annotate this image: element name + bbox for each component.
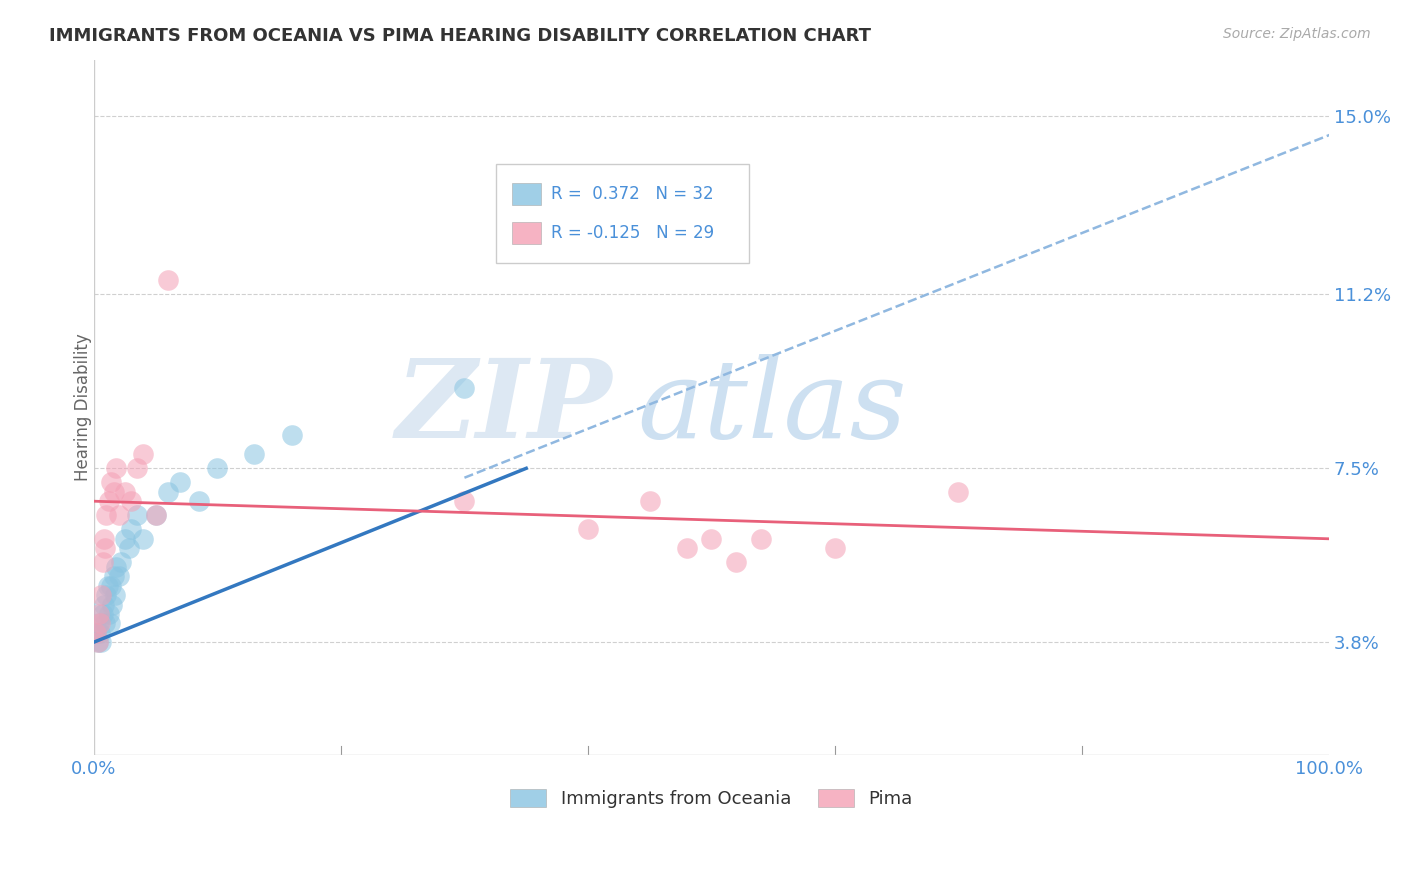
Text: IMMIGRANTS FROM OCEANIA VS PIMA HEARING DISABILITY CORRELATION CHART: IMMIGRANTS FROM OCEANIA VS PIMA HEARING …	[49, 27, 872, 45]
Legend: Immigrants from Oceania, Pima: Immigrants from Oceania, Pima	[503, 781, 920, 815]
Text: R =  0.372   N = 32: R = 0.372 N = 32	[551, 185, 713, 202]
Point	[86, 635, 108, 649]
Point	[117, 541, 139, 556]
Point	[86, 635, 108, 649]
Point	[105, 560, 128, 574]
Point	[89, 625, 111, 640]
Point	[91, 607, 114, 621]
Point	[90, 635, 112, 649]
Point	[94, 616, 117, 631]
Point	[91, 555, 114, 569]
Point	[157, 273, 180, 287]
Point	[114, 532, 136, 546]
Point	[127, 508, 149, 523]
Point	[110, 555, 132, 569]
Y-axis label: Hearing Disability: Hearing Disability	[75, 334, 91, 481]
Point	[169, 475, 191, 490]
Point	[700, 532, 723, 546]
Point	[97, 494, 120, 508]
Text: atlas: atlas	[637, 353, 907, 461]
Point	[86, 625, 108, 640]
Point	[948, 484, 970, 499]
Point	[157, 484, 180, 499]
Point	[93, 598, 115, 612]
Point	[132, 532, 155, 546]
Point	[100, 579, 122, 593]
Point	[96, 508, 118, 523]
Point	[104, 588, 127, 602]
Point	[103, 569, 125, 583]
Point	[207, 461, 229, 475]
Text: ZIP: ZIP	[396, 353, 613, 461]
Point	[87, 616, 110, 631]
Point	[145, 508, 167, 523]
Point	[453, 381, 475, 395]
Point	[103, 484, 125, 499]
Point	[107, 508, 129, 523]
Point	[453, 494, 475, 508]
Point	[120, 494, 142, 508]
Point	[90, 588, 112, 602]
Point	[107, 569, 129, 583]
Point	[145, 508, 167, 523]
Point	[89, 616, 111, 631]
Text: Source: ZipAtlas.com: Source: ZipAtlas.com	[1223, 27, 1371, 41]
Point	[725, 555, 748, 569]
Point	[87, 607, 110, 621]
Point	[97, 607, 120, 621]
Point	[101, 598, 124, 612]
Point	[749, 532, 772, 546]
Point	[93, 532, 115, 546]
Point	[96, 579, 118, 593]
Point	[120, 522, 142, 536]
Point	[675, 541, 697, 556]
Point	[824, 541, 846, 556]
Point	[187, 494, 209, 508]
Point	[94, 541, 117, 556]
Point	[127, 461, 149, 475]
Point	[114, 484, 136, 499]
Point	[105, 461, 128, 475]
Point	[638, 494, 661, 508]
Point	[576, 522, 599, 536]
Point	[243, 447, 266, 461]
Point	[132, 447, 155, 461]
Point	[280, 428, 302, 442]
Text: R = -0.125   N = 29: R = -0.125 N = 29	[551, 224, 714, 242]
Point	[86, 625, 108, 640]
Point	[100, 475, 122, 490]
Point	[96, 588, 118, 602]
Point	[98, 616, 121, 631]
